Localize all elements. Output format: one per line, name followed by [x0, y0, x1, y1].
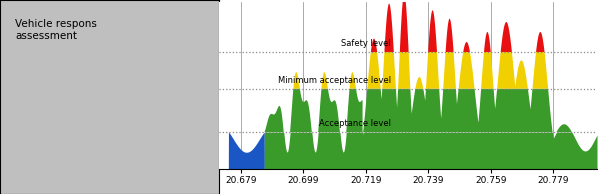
Text: Acceptance level: Acceptance level: [319, 119, 391, 128]
Text: Safety level: Safety level: [341, 39, 391, 48]
Text: Minimum acceptance level: Minimum acceptance level: [278, 75, 391, 85]
Text: Vehicle respons
assessment: Vehicle respons assessment: [16, 19, 97, 41]
